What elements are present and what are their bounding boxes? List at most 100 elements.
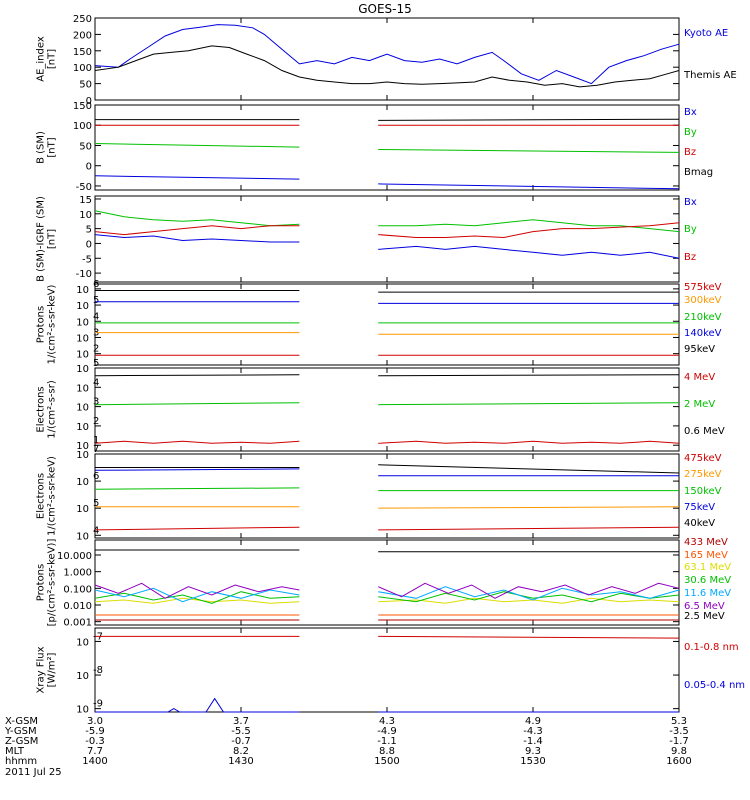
series-line-475kev bbox=[378, 526, 680, 531]
x-axis-value: 8.8 bbox=[379, 746, 395, 757]
date-label: 2011 Jul 25 bbox=[5, 767, 62, 778]
x-axis-value: -1.1 bbox=[377, 736, 397, 747]
panel-frame bbox=[94, 627, 680, 713]
series-line-11-6-mev bbox=[378, 586, 680, 601]
y-tick-exponent: 6 bbox=[93, 279, 99, 290]
x-axis-value: -0.7 bbox=[231, 736, 251, 747]
series-line-4-mev bbox=[94, 440, 300, 444]
y-axis-label-line: Protons bbox=[36, 306, 47, 343]
y-tick-label: 50 bbox=[79, 141, 92, 152]
panel-frame bbox=[94, 17, 680, 101]
y-tick-label: 5 bbox=[86, 225, 92, 236]
x-axis-value: -1.4 bbox=[523, 736, 543, 747]
panel-frame bbox=[94, 283, 680, 366]
legend-entry: 140keV bbox=[684, 328, 722, 339]
y-tick-label: 10 bbox=[76, 285, 89, 296]
series-line-0-1-0-8-nm bbox=[378, 635, 680, 639]
legend-entry: 275keV bbox=[684, 469, 722, 480]
y-tick-label: 10 bbox=[79, 210, 92, 221]
x-axis-value: 4.9 bbox=[525, 716, 541, 727]
x-axis-value: 1600 bbox=[666, 756, 691, 767]
x-axis-value: 1400 bbox=[82, 756, 107, 767]
y-tick-label: 10 bbox=[76, 477, 89, 488]
y-tick-label: 10 bbox=[76, 422, 89, 433]
x-axis-value: 9.3 bbox=[525, 746, 541, 757]
y-tick-label: 100 bbox=[73, 121, 92, 132]
legend-entry: 30.6 MeV bbox=[684, 575, 731, 586]
panel-1: 0 50 100 150 200 250 AE_index [nT] Kyoto AE Themi… bbox=[36, 14, 737, 107]
series-line-bx bbox=[94, 234, 300, 243]
legend-entry: 75keV bbox=[684, 502, 715, 513]
y-tick-label: 0 bbox=[86, 239, 92, 250]
legend-entry: Bmag bbox=[684, 167, 713, 178]
series-line-2-mev bbox=[378, 402, 680, 406]
y-axis-label-line: 1/(cm²-s-sr-keV) bbox=[47, 456, 58, 536]
y-tick-exponent: -7 bbox=[93, 631, 103, 642]
y-tick-label: 10 bbox=[76, 705, 89, 716]
series-line-bmag bbox=[378, 118, 680, 121]
legend-entry: 2.5 MeV bbox=[684, 611, 725, 622]
panel-5: 10 1 10 2 10 3 10 4 10 5 Electrons 1/(cm²-s-sr) 4 Me… bbox=[36, 358, 725, 452]
y-tick-label: -5 bbox=[82, 254, 92, 265]
legend-entry: 0.05-0.4 nm bbox=[684, 680, 745, 691]
y-axis-label-line: [p/(cm²-s-sr-keV)] bbox=[47, 539, 58, 627]
y-axis-label: Xray Flux [W/m²] bbox=[36, 646, 58, 693]
y-tick-label: 10 bbox=[76, 531, 89, 542]
series-line-2-mev bbox=[94, 402, 300, 406]
y-axis-label-line: B (SM) bbox=[36, 131, 47, 164]
y-tick-label: 10 bbox=[76, 450, 89, 461]
legend-entry: 575keV bbox=[684, 282, 722, 293]
y-axis-label-line: [nT] bbox=[47, 49, 58, 69]
series-line-63-1-mev bbox=[378, 597, 680, 604]
x-axis-row-label: hhmm bbox=[5, 756, 37, 767]
y-tick-label: 100 bbox=[73, 63, 92, 74]
legend-entry: 210keV bbox=[684, 312, 722, 323]
y-tick-label: 10 bbox=[76, 333, 89, 344]
y-tick-label: 10 bbox=[76, 637, 89, 648]
y-tick-label: 50 bbox=[79, 80, 92, 91]
x-axis-value: -5.5 bbox=[231, 726, 251, 737]
x-axis-row-label: Z-GSM bbox=[5, 736, 38, 747]
x-axis-row-label: MLT bbox=[5, 746, 25, 757]
legend-entry: 0.6 MeV bbox=[684, 426, 725, 437]
y-tick-exponent: 5 bbox=[93, 295, 99, 306]
y-tick-label: 10 bbox=[76, 364, 89, 375]
x-axis-value: 4.3 bbox=[379, 716, 395, 727]
legend-entry: Kyoto AE bbox=[684, 28, 728, 39]
y-axis-label: Protons 1/(cm²-s-sr-keV) bbox=[36, 284, 58, 364]
y-tick-exponent: 4 bbox=[93, 377, 99, 388]
y-tick-label: 150 bbox=[73, 47, 92, 58]
y-axis-label-line: 1/(cm²-s-sr-keV) bbox=[47, 284, 58, 364]
legend-entry: By bbox=[684, 127, 697, 138]
y-tick-label: 10.000 bbox=[57, 551, 92, 562]
y-tick-label: 1.000 bbox=[63, 568, 92, 579]
y-tick-label: 150 bbox=[73, 101, 92, 112]
y-tick-exponent: 6 bbox=[93, 471, 99, 482]
legend-entry: Bx bbox=[684, 107, 697, 118]
series-line-bz bbox=[94, 225, 300, 236]
panel-8: 10 -9 10 -8 10 -7 Xray Flux [W/m²] 0.1-0.8 nm 0.0… bbox=[36, 627, 745, 716]
y-axis-label: AE_index [nT] bbox=[36, 36, 58, 82]
series-line-475kev bbox=[94, 526, 300, 531]
series-line-6-5-mev bbox=[378, 582, 680, 599]
y-axis-label: Electrons 1/(cm²-s-sr-keV) bbox=[36, 456, 58, 536]
x-axis-value: 1500 bbox=[374, 756, 399, 767]
y-tick-exponent: 7 bbox=[93, 444, 99, 455]
y-tick-label: 0.001 bbox=[63, 618, 92, 629]
series-line-30-6-mev bbox=[94, 591, 300, 604]
y-tick-exponent: -8 bbox=[93, 665, 103, 676]
y-tick-exponent: 5 bbox=[93, 498, 99, 509]
series-line-bx bbox=[378, 183, 680, 190]
series-line-30-6-mev bbox=[378, 591, 680, 603]
legend-entry: 0.1-0.8 nm bbox=[684, 642, 739, 653]
y-axis-label: B (SM) [nT] bbox=[36, 131, 58, 164]
y-tick-exponent: 2 bbox=[93, 344, 99, 355]
legend-entry: 4 MeV bbox=[684, 372, 715, 383]
y-tick-exponent: 5 bbox=[93, 358, 99, 369]
series-line-0-05-0-4-nm bbox=[95, 697, 300, 713]
x-axis-value: 3.7 bbox=[233, 716, 249, 727]
y-tick-label: 0 bbox=[86, 96, 92, 107]
